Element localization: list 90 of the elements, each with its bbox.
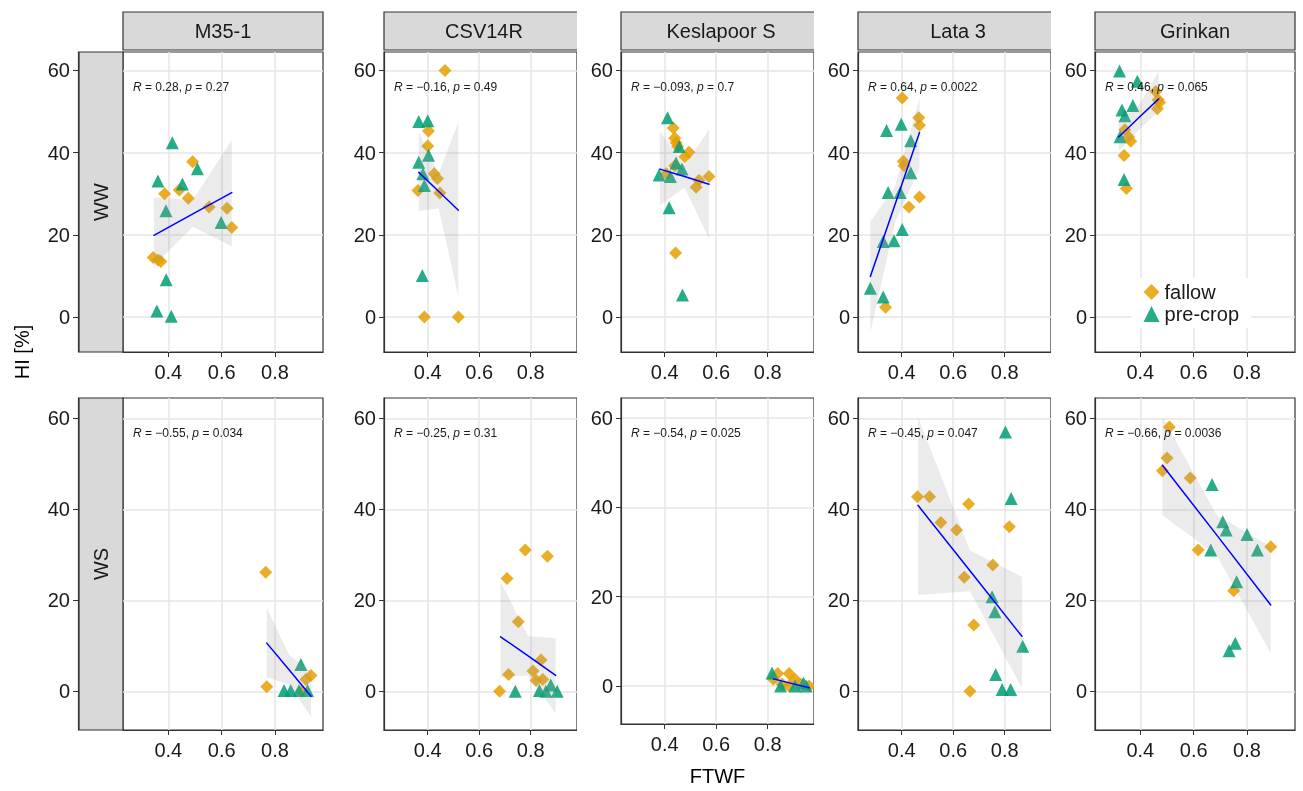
x-tick-label: 0.6 [1179, 361, 1208, 383]
text: WS [90, 547, 112, 581]
x-tick-label: 0.4 [154, 361, 183, 383]
y-tick-label: 0 [601, 675, 613, 698]
y-tick-label: 60 [827, 407, 850, 430]
x-tick-label: 0.4 [154, 739, 183, 761]
y-tick-label: 40 [590, 496, 613, 519]
y-tick-label: 0 [601, 306, 613, 329]
annotation: R = 0.64, p = 0.0022 [868, 80, 978, 94]
y-tick-label: 0 [58, 306, 70, 329]
y-tick-label: 0 [1075, 306, 1087, 329]
y-tick-label: 20 [1064, 589, 1087, 612]
x-tick-label: 0.4 [887, 361, 916, 383]
x-tick-label: 0.8 [753, 733, 782, 755]
annotation: R = −0.45, p = 0.047 [868, 426, 979, 440]
x-tick-label: 0.8 [516, 739, 545, 761]
y-tick-label: 0 [364, 306, 376, 329]
annotation: R = −0.25, p = 0.31 [394, 426, 498, 440]
annotation: R = −0.093, p = 0.7 [631, 80, 735, 94]
y-tick-label: 40 [590, 141, 613, 164]
y-tick-label: 60 [827, 59, 850, 82]
annotation: R = −0.54, p = 0.025 [631, 426, 742, 440]
x-tick-label: 0.8 [261, 361, 289, 383]
x-tick-label: 0.6 [939, 361, 968, 383]
x-tick-label: 0.4 [1126, 361, 1155, 383]
x-tick-label: 0.8 [990, 739, 1019, 761]
y-tick-label: 0 [1075, 680, 1087, 703]
x-tick-label: 0.8 [1233, 361, 1261, 383]
y-tick-label: 60 [590, 59, 613, 82]
x-tick-label: 0.8 [753, 361, 782, 383]
chart-title: M35-1 [194, 20, 252, 42]
annotation: R = −0.55, p = 0.034 [133, 426, 244, 440]
y-tick-label: 20 [47, 223, 70, 246]
y-tick-label: 20 [590, 223, 613, 246]
y-tick-label: 20 [1064, 223, 1087, 246]
y-tick-label: 60 [1064, 59, 1087, 82]
y-tick-label: 40 [353, 498, 376, 521]
y-tick-label: 40 [827, 498, 850, 521]
x-tick-label: 0.6 [465, 739, 494, 761]
x-tick-label: 0.4 [650, 361, 679, 383]
y-tick-label: 20 [590, 585, 613, 608]
chart-title: Lata 3 [930, 20, 986, 42]
chart-title: Grinkan [1159, 20, 1231, 42]
x-tick-label: 0.4 [1126, 739, 1155, 761]
y-tick-label: 60 [1064, 407, 1087, 430]
x-tick-label: 0.4 [887, 739, 916, 761]
x-tick-label: 0.4 [413, 361, 442, 383]
x-tick-label: 0.6 [207, 739, 236, 761]
y-axis-title: HI [%] [11, 324, 33, 380]
x-tick-label: 0.6 [702, 733, 731, 755]
y-tick-label: 60 [353, 59, 376, 82]
x-tick-label: 0.6 [939, 739, 968, 761]
y-tick-label: 0 [58, 680, 70, 703]
y-tick-label: 40 [827, 141, 850, 164]
y-tick-label: 40 [1064, 498, 1087, 521]
y-tick-label: 20 [827, 223, 850, 246]
y-tick-label: 60 [47, 407, 70, 430]
annotation: R = −0.66, p = 0.0036 [1105, 426, 1222, 440]
x-tick-label: 0.8 [1233, 739, 1261, 761]
x-tick-label: 0.4 [413, 739, 442, 761]
x-tick-label: 0.6 [465, 361, 494, 383]
y-tick-label: 20 [353, 223, 376, 246]
y-tick-label: 40 [47, 141, 70, 164]
y-tick-label: 40 [1064, 141, 1087, 164]
y-tick-label: 20 [353, 589, 376, 612]
text: WW [90, 183, 112, 221]
x-tick-label: 0.8 [990, 361, 1019, 383]
x-tick-label: 0.6 [207, 361, 236, 383]
x-tick-label: 0.6 [702, 361, 731, 383]
annotation: R = −0.16, p = 0.49 [394, 80, 498, 94]
y-tick-label: 20 [827, 589, 850, 612]
y-tick-label: 40 [353, 141, 376, 164]
chart-title: CSV14R [445, 20, 523, 42]
y-tick-label: 0 [838, 680, 850, 703]
x-axis-title: FTWF [689, 765, 746, 787]
x-tick-label: 0.8 [261, 739, 289, 761]
y-tick-label: 0 [364, 680, 376, 703]
x-tick-label: 0.4 [650, 733, 679, 755]
x-tick-label: 0.6 [1179, 739, 1208, 761]
y-tick-label: 60 [353, 407, 376, 430]
legend-label: fallow [1164, 281, 1217, 303]
y-tick-label: 20 [47, 589, 70, 612]
y-tick-label: 60 [590, 407, 613, 430]
legend-label: pre-crop [1164, 303, 1240, 325]
y-tick-label: 0 [838, 306, 850, 329]
y-tick-label: 40 [47, 498, 70, 521]
y-tick-label: 60 [47, 59, 70, 82]
annotation: R = 0.28, p = 0.27 [133, 80, 230, 94]
x-tick-label: 0.8 [516, 361, 545, 383]
chart-title: Keslapoor S [666, 20, 776, 42]
